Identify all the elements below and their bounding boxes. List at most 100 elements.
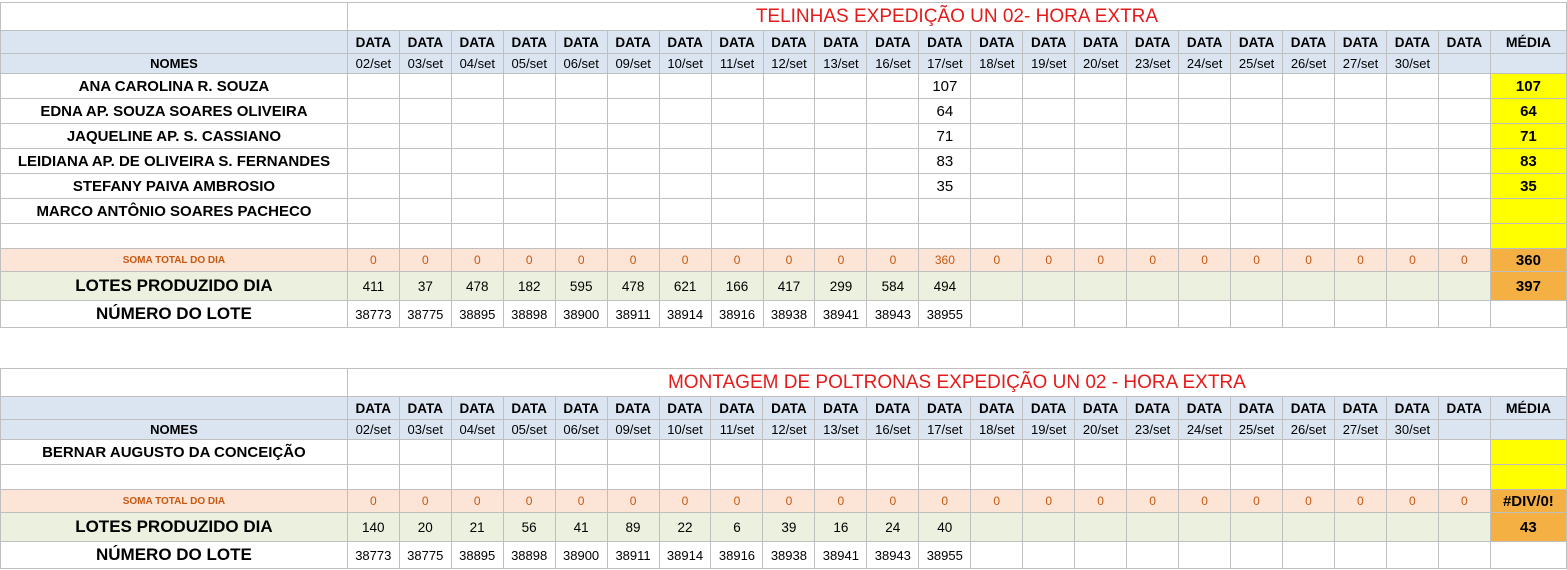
employee-value-cell[interactable] — [762, 98, 816, 124]
employee-value-cell[interactable] — [450, 73, 504, 99]
soma-value-cell[interactable]: 0 — [398, 489, 452, 513]
lotes-value-cell[interactable]: 24 — [866, 512, 920, 542]
lotes-value-cell[interactable]: 21 — [450, 512, 504, 542]
soma-value-cell[interactable]: 0 — [762, 248, 816, 272]
employee-value-cell[interactable] — [1385, 198, 1439, 224]
section-title[interactable]: TELINHAS EXPEDIÇÃO UN 02- HORA EXTRA — [346, 2, 1567, 31]
numero-value-cell[interactable] — [1126, 541, 1180, 569]
lotes-value-cell[interactable]: 41 — [554, 512, 608, 542]
section-title[interactable]: MONTAGEM DE POLTRONAS EXPEDIÇÃO UN 02 - … — [346, 368, 1567, 397]
nomes-header-cell[interactable]: NOMES — [0, 419, 348, 440]
lotes-value-cell[interactable]: 40 — [918, 512, 972, 542]
employee-value-cell[interactable] — [1074, 198, 1128, 224]
date-cell[interactable]: 25/set — [1230, 419, 1283, 440]
soma-value-cell[interactable]: 0 — [710, 489, 764, 513]
date-cell[interactable]: 30/set — [1385, 53, 1439, 74]
soma-value-cell[interactable]: 0 — [606, 248, 660, 272]
numero-value-cell[interactable]: 38900 — [554, 300, 608, 328]
employee-value-cell[interactable] — [1230, 148, 1284, 174]
employee-value-cell[interactable] — [1282, 173, 1336, 199]
soma-value-cell[interactable]: 0 — [1074, 489, 1128, 513]
blank-cell[interactable] — [658, 464, 712, 490]
employee-value-cell[interactable] — [658, 148, 712, 174]
blank-cell[interactable] — [1437, 464, 1491, 490]
date-cell[interactable]: 18/set — [970, 419, 1024, 440]
date-cell[interactable]: 19/set — [1022, 419, 1076, 440]
lotes-value-cell[interactable]: 299 — [814, 271, 868, 301]
blank-cell[interactable] — [1385, 464, 1439, 490]
lotes-value-cell[interactable]: 20 — [398, 512, 452, 542]
employee-value-cell[interactable] — [866, 198, 920, 224]
data-header-cell[interactable]: DATA — [1385, 396, 1439, 420]
soma-avg-cell[interactable]: #DIV/0! — [1489, 489, 1567, 513]
employee-value-cell[interactable] — [1333, 439, 1387, 465]
employee-value-cell[interactable] — [918, 198, 972, 224]
soma-value-cell[interactable]: 0 — [1437, 489, 1491, 513]
numero-value-cell[interactable]: 38895 — [450, 300, 504, 328]
blank-cell[interactable] — [346, 464, 400, 490]
soma-value-cell[interactable]: 0 — [450, 248, 504, 272]
employee-value-cell[interactable] — [1126, 98, 1180, 124]
numero-avg-cell[interactable] — [1489, 541, 1567, 569]
employee-value-cell[interactable] — [606, 148, 660, 174]
lotes-value-cell[interactable]: 140 — [346, 512, 400, 542]
date-cell[interactable]: 10/set — [658, 419, 712, 440]
blank-cell[interactable] — [450, 223, 504, 249]
lotes-value-cell[interactable]: 417 — [762, 271, 816, 301]
employee-value-cell[interactable] — [606, 98, 660, 124]
employee-value-cell[interactable] — [1334, 123, 1387, 149]
soma-avg-cell[interactable]: 360 — [1489, 248, 1567, 272]
employee-value-cell[interactable] — [1385, 439, 1439, 465]
employee-value-cell[interactable] — [762, 198, 816, 224]
blank-cell[interactable] — [346, 223, 400, 249]
blank-cell[interactable] — [866, 464, 920, 490]
employee-value-cell[interactable] — [554, 98, 608, 124]
employee-value-cell[interactable] — [814, 198, 868, 224]
date-cell[interactable]: 03/set — [398, 53, 452, 74]
employee-value-cell[interactable] — [1230, 73, 1284, 99]
blank-cell[interactable] — [710, 464, 764, 490]
numero-value-cell[interactable]: 38900 — [554, 541, 608, 569]
blank-cell[interactable] — [1281, 464, 1335, 490]
employee-value-cell[interactable] — [762, 73, 816, 99]
employee-value-cell[interactable] — [1178, 148, 1232, 174]
numero-value-cell[interactable] — [1282, 300, 1336, 328]
soma-value-cell[interactable]: 0 — [1334, 248, 1387, 272]
numero-value-cell[interactable]: 38773 — [346, 541, 400, 569]
data-header-cell[interactable]: DATA — [814, 396, 868, 420]
blank-cell[interactable] — [1074, 223, 1128, 249]
data-header-cell[interactable]: DATA — [1178, 30, 1232, 54]
soma-value-cell[interactable]: 0 — [658, 248, 712, 272]
employee-value-cell[interactable] — [450, 123, 504, 149]
employee-value-cell[interactable] — [1230, 198, 1284, 224]
data-header-cell[interactable]: DATA — [606, 30, 660, 54]
numero-value-cell[interactable]: 38775 — [398, 300, 452, 328]
employee-value-cell[interactable] — [1022, 98, 1076, 124]
date-cell[interactable]: 23/set — [1126, 53, 1180, 74]
blank-cell[interactable] — [918, 223, 972, 249]
lotes-value-cell[interactable] — [1333, 512, 1387, 542]
employee-value-cell[interactable] — [710, 148, 764, 174]
employee-value-cell[interactable] — [346, 439, 400, 465]
employee-value-cell[interactable] — [1437, 439, 1491, 465]
date-cell[interactable] — [1437, 419, 1491, 440]
blank-cell[interactable] — [1282, 223, 1336, 249]
data-header-cell[interactable]: DATA — [918, 396, 972, 420]
date-cell[interactable]: 11/set — [710, 419, 764, 440]
lotes-value-cell[interactable] — [1126, 512, 1180, 542]
numero-value-cell[interactable]: 38898 — [502, 300, 556, 328]
blank-cell[interactable] — [398, 464, 452, 490]
employee-value-cell[interactable] — [1282, 73, 1336, 99]
data-header-cell[interactable]: DATA — [918, 30, 972, 54]
employee-value-cell[interactable] — [1334, 148, 1387, 174]
employee-value-cell[interactable] — [606, 123, 660, 149]
data-header-cell[interactable]: DATA — [1437, 396, 1491, 420]
employee-value-cell[interactable] — [502, 73, 556, 99]
employee-value-cell[interactable]: 107 — [918, 73, 972, 99]
soma-value-cell[interactable]: 0 — [658, 489, 712, 513]
date-avg-cell[interactable] — [1489, 53, 1567, 74]
employee-value-cell[interactable] — [502, 198, 556, 224]
employee-value-cell[interactable] — [450, 148, 504, 174]
numero-value-cell[interactable] — [1230, 300, 1284, 328]
employee-value-cell[interactable] — [762, 439, 816, 465]
